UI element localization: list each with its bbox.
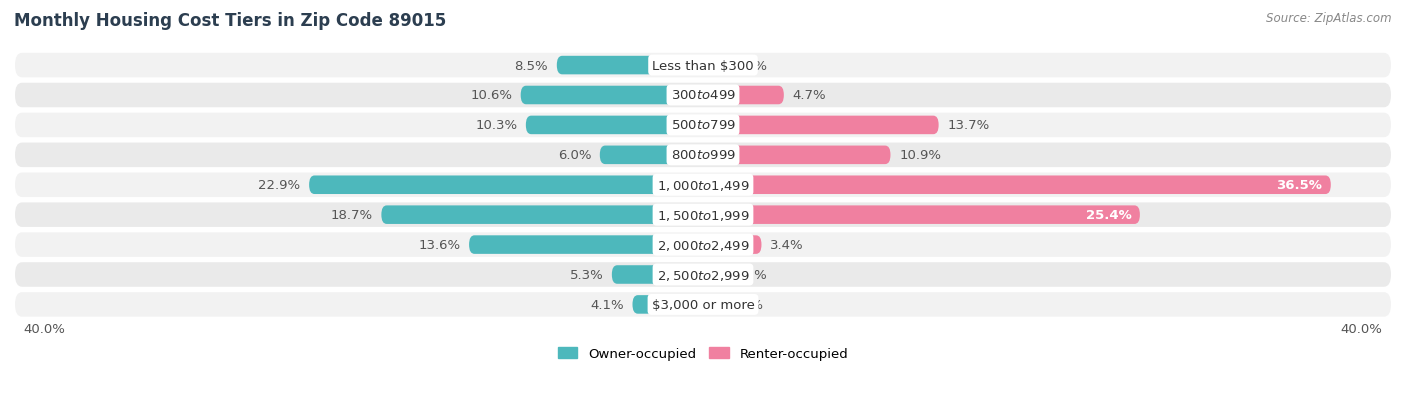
FancyBboxPatch shape <box>703 86 783 105</box>
Text: Less than $300: Less than $300 <box>652 59 754 72</box>
FancyBboxPatch shape <box>15 233 1391 257</box>
Text: 6.0%: 6.0% <box>558 149 591 162</box>
Text: 10.3%: 10.3% <box>475 119 517 132</box>
Text: $1,000 to $1,499: $1,000 to $1,499 <box>657 178 749 192</box>
Text: $3,000 or more: $3,000 or more <box>651 298 755 311</box>
FancyBboxPatch shape <box>309 176 703 195</box>
FancyBboxPatch shape <box>15 54 1391 78</box>
FancyBboxPatch shape <box>703 236 762 254</box>
Text: 22.9%: 22.9% <box>259 179 301 192</box>
Text: $2,000 to $2,499: $2,000 to $2,499 <box>657 238 749 252</box>
FancyBboxPatch shape <box>612 266 703 284</box>
Text: 3.4%: 3.4% <box>770 239 804 252</box>
FancyBboxPatch shape <box>15 173 1391 197</box>
Text: 4.1%: 4.1% <box>591 298 624 311</box>
Text: 36.5%: 36.5% <box>1277 179 1322 192</box>
FancyBboxPatch shape <box>381 206 703 224</box>
Text: 18.7%: 18.7% <box>330 209 373 222</box>
Text: 4.7%: 4.7% <box>793 89 827 102</box>
Text: $500 to $799: $500 to $799 <box>671 119 735 132</box>
FancyBboxPatch shape <box>703 206 1140 224</box>
FancyBboxPatch shape <box>703 176 1331 195</box>
Text: 0.58%: 0.58% <box>721 298 763 311</box>
Text: 0.79%: 0.79% <box>725 59 768 72</box>
Text: 40.0%: 40.0% <box>1340 323 1382 336</box>
FancyBboxPatch shape <box>15 203 1391 228</box>
Text: 25.4%: 25.4% <box>1085 209 1132 222</box>
Legend: Owner-occupied, Renter-occupied: Owner-occupied, Renter-occupied <box>553 342 853 366</box>
Text: 8.5%: 8.5% <box>515 59 548 72</box>
Text: $800 to $999: $800 to $999 <box>671 149 735 162</box>
FancyBboxPatch shape <box>15 263 1391 287</box>
Text: Monthly Housing Cost Tiers in Zip Code 89015: Monthly Housing Cost Tiers in Zip Code 8… <box>14 12 446 30</box>
Text: 10.6%: 10.6% <box>470 89 512 102</box>
FancyBboxPatch shape <box>520 86 703 105</box>
Text: $300 to $499: $300 to $499 <box>671 89 735 102</box>
Text: $2,500 to $2,999: $2,500 to $2,999 <box>657 268 749 282</box>
FancyBboxPatch shape <box>703 266 725 284</box>
Text: 5.3%: 5.3% <box>569 268 603 281</box>
FancyBboxPatch shape <box>557 57 703 75</box>
Text: 10.9%: 10.9% <box>898 149 941 162</box>
Text: 13.7%: 13.7% <box>948 119 990 132</box>
Text: 1.3%: 1.3% <box>734 268 768 281</box>
Text: Source: ZipAtlas.com: Source: ZipAtlas.com <box>1267 12 1392 25</box>
FancyBboxPatch shape <box>15 292 1391 317</box>
Text: 40.0%: 40.0% <box>24 323 66 336</box>
FancyBboxPatch shape <box>703 57 717 75</box>
FancyBboxPatch shape <box>470 236 703 254</box>
FancyBboxPatch shape <box>15 114 1391 138</box>
FancyBboxPatch shape <box>703 146 890 165</box>
FancyBboxPatch shape <box>703 116 939 135</box>
FancyBboxPatch shape <box>15 143 1391 168</box>
Text: 13.6%: 13.6% <box>419 239 461 252</box>
FancyBboxPatch shape <box>703 295 713 314</box>
FancyBboxPatch shape <box>633 295 703 314</box>
FancyBboxPatch shape <box>526 116 703 135</box>
FancyBboxPatch shape <box>15 83 1391 108</box>
Text: $1,500 to $1,999: $1,500 to $1,999 <box>657 208 749 222</box>
FancyBboxPatch shape <box>600 146 703 165</box>
